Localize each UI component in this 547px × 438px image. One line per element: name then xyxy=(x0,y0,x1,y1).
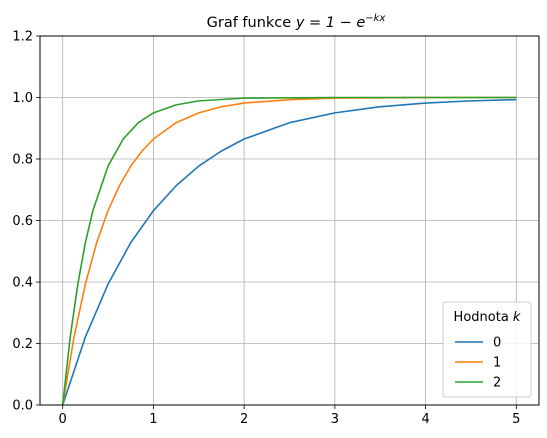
y-tick-label: 1.0 xyxy=(12,91,33,106)
series-lines xyxy=(61,96,517,406)
legend-label-0: 0 xyxy=(493,336,501,351)
x-tick-label: 1 xyxy=(149,412,157,427)
chart-title-prefix: Graf funkce xyxy=(207,15,296,31)
y-tick-label: 0.0 xyxy=(12,399,33,414)
x-tick-label: 5 xyxy=(512,412,520,427)
series-line-1 xyxy=(61,96,517,406)
x-tick-label: 3 xyxy=(331,412,339,427)
legend-title-var: k xyxy=(513,310,521,325)
y-tick-label: 0.6 xyxy=(12,214,33,229)
y-tick-label: 1.2 xyxy=(12,30,33,45)
legend-label-1: 1 xyxy=(493,356,501,371)
series-line-2 xyxy=(61,96,517,406)
chart-title-math: y = 1 − e xyxy=(295,15,366,31)
chart-title: Graf funkce y = 1 − e−kx xyxy=(207,13,386,31)
y-tick-label: 0.8 xyxy=(12,153,33,168)
series-line-0 xyxy=(61,98,517,406)
y-tick-label: 0.2 xyxy=(12,337,33,352)
y-tick-label: 0.4 xyxy=(12,276,33,291)
legend-label-2: 2 xyxy=(493,376,501,391)
x-tick-label: 2 xyxy=(240,412,248,427)
x-tick-label: 4 xyxy=(421,412,429,427)
x-tick-label: 0 xyxy=(59,412,67,427)
legend-title-prefix: Hodnota xyxy=(454,310,513,325)
chart-title-exponent: −kx xyxy=(365,13,385,24)
legend-title: Hodnota k xyxy=(454,310,521,325)
legend-box xyxy=(442,301,532,398)
axis-ticks: 0 1 2 3 4 5 0.0 0.2 0.4 0.6 0.8 1.0 1.2 xyxy=(12,30,520,428)
